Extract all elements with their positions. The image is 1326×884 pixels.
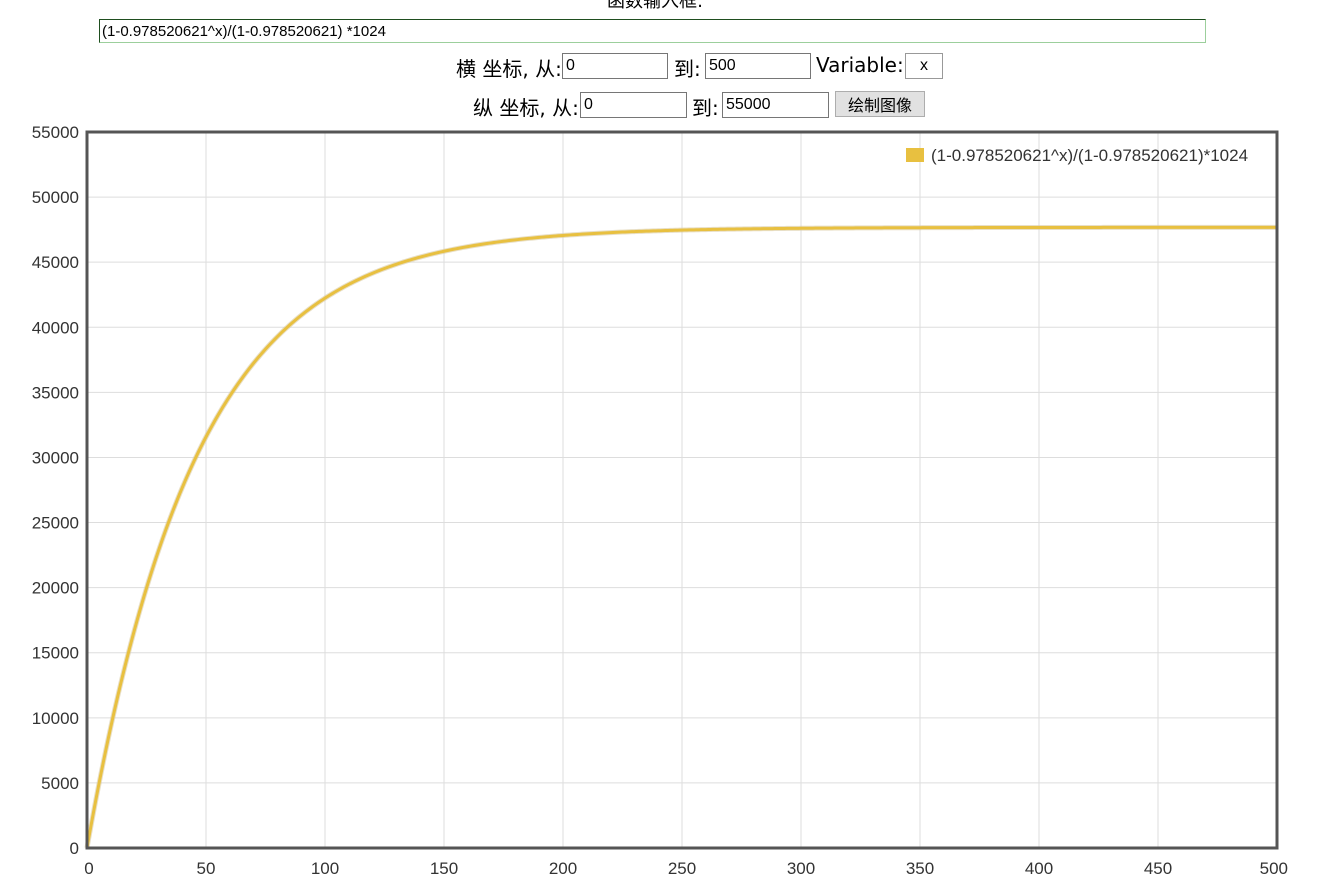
y-tick-label: 35000	[32, 383, 79, 402]
x-tick-label: 350	[906, 859, 934, 878]
y-tick-label: 30000	[32, 448, 79, 467]
plot-frame	[85, 130, 1279, 850]
draw-button[interactable]: 绘制图像	[835, 91, 925, 117]
x-tick-label: 50	[197, 859, 216, 878]
y-tick-label: 20000	[32, 579, 79, 598]
y-tick-label: 15000	[32, 644, 79, 663]
y-tick-label: 0	[70, 839, 79, 858]
x-tick-label: 150	[430, 859, 458, 878]
x-tick-label: 400	[1025, 859, 1053, 878]
y-tick-label: 55000	[32, 123, 79, 142]
variable-label: Variable:	[816, 53, 904, 77]
legend-label: (1-0.978520621^x)/(1-0.978520621)*1024	[931, 146, 1248, 165]
variable-input[interactable]: x	[905, 53, 943, 79]
x-tick-label: 0	[84, 859, 93, 878]
x-from-input[interactable]	[562, 53, 668, 79]
x-tick-label: 300	[787, 859, 815, 878]
y-from-input[interactable]	[580, 92, 687, 118]
y-to-label: 到:	[692, 96, 719, 120]
x-tick-label: 500	[1260, 859, 1288, 878]
y-tick-label: 50000	[32, 188, 79, 207]
y-tick-label: 5000	[41, 774, 79, 793]
x-to-input[interactable]	[705, 53, 811, 79]
legend-swatch	[906, 148, 924, 162]
function-input[interactable]	[99, 19, 1206, 43]
x-tick-label: 100	[311, 859, 339, 878]
y-to-input[interactable]	[722, 92, 829, 118]
x-tick-label: 250	[668, 859, 696, 878]
x-to-label: 到:	[674, 57, 701, 81]
y-tick-label: 40000	[32, 318, 79, 337]
series-line	[85, 225, 1277, 849]
page-title: 函数输入框:	[606, 0, 704, 12]
y-range-label: 纵 坐标, 从:	[473, 96, 579, 120]
x-tick-label: 200	[549, 859, 577, 878]
x-tick-label: 450	[1144, 859, 1172, 878]
y-tick-label: 25000	[32, 514, 79, 533]
y-tick-label: 10000	[32, 709, 79, 728]
y-tick-label: 45000	[32, 253, 79, 272]
x-range-label: 横 坐标, 从:	[456, 57, 562, 81]
